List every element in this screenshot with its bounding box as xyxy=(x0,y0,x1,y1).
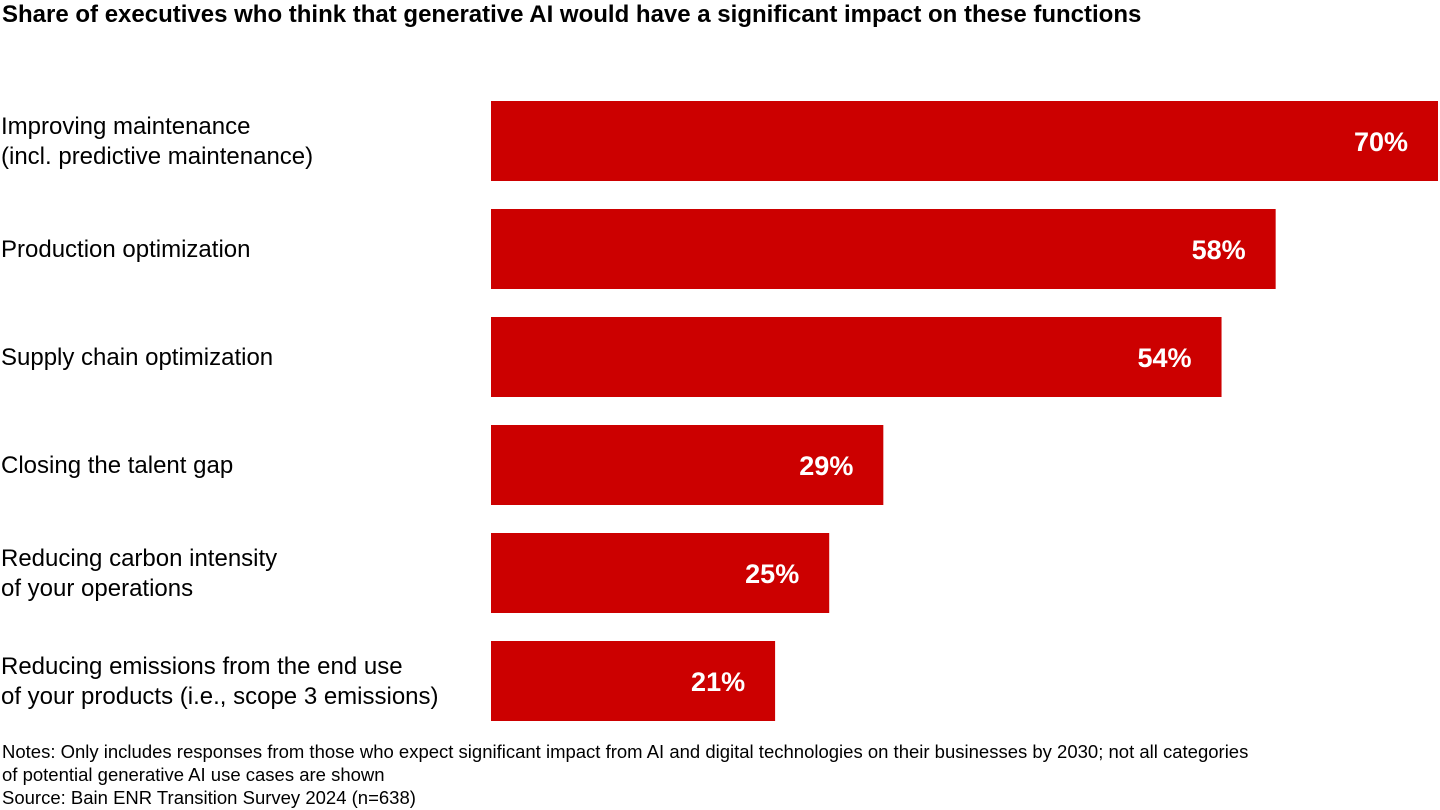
value-label-2: 54% xyxy=(1137,343,1191,373)
category-label-3: Closing the talent gap xyxy=(1,452,233,479)
bar-4 xyxy=(491,533,830,613)
chart-title: Share of executives who think that gener… xyxy=(2,1,1142,28)
bar-3 xyxy=(491,425,884,505)
value-label-5: 21% xyxy=(691,667,745,697)
value-label-3: 29% xyxy=(799,451,853,481)
category-label-0: Improving maintenance (incl. predictive m… xyxy=(1,113,313,170)
value-label-4: 25% xyxy=(745,559,799,589)
category-label-0-line-1: (incl. predictive maintenance) xyxy=(1,143,313,170)
chart-notes: Notes: Only includes responses from thos… xyxy=(2,740,1422,809)
source-line: Source: Bain ENR Transition Survey 2024 … xyxy=(2,787,416,808)
category-label-5-line-1: of your products (i.e., scope 3 emission… xyxy=(1,683,439,710)
category-label-2-line-0: Supply chain optimization xyxy=(1,344,273,371)
notes-line-1: Notes: Only includes responses from thos… xyxy=(2,741,1249,762)
category-label-5: Reducing emissions from the end use of yo… xyxy=(1,653,439,710)
bar-chart: 70% Improving maintenance (incl. predictiv… xyxy=(1,101,1438,721)
category-label-2: Supply chain optimization xyxy=(1,344,273,371)
category-label-0-line-0: Improving maintenance xyxy=(1,113,250,140)
category-label-4-line-1: of your operations xyxy=(1,575,193,602)
category-label-3-line-0: Closing the talent gap xyxy=(1,452,233,479)
bar-2 xyxy=(491,317,1222,397)
category-label-4-line-0: Reducing carbon intensity xyxy=(1,545,277,572)
bar-5 xyxy=(491,641,776,721)
bar-0 xyxy=(491,101,1438,181)
category-label-1-line-0: Production optimization xyxy=(1,236,250,263)
category-label-4: Reducing carbon intensity of your operati… xyxy=(1,545,277,602)
bar-1 xyxy=(491,209,1276,289)
notes-line-2: of potential generative AI use cases are… xyxy=(2,764,385,785)
category-label-5-line-0: Reducing emissions from the end use xyxy=(1,653,403,680)
category-label-1: Production optimization xyxy=(1,236,250,263)
value-label-0: 70% xyxy=(1354,127,1408,157)
value-label-1: 58% xyxy=(1192,235,1246,265)
